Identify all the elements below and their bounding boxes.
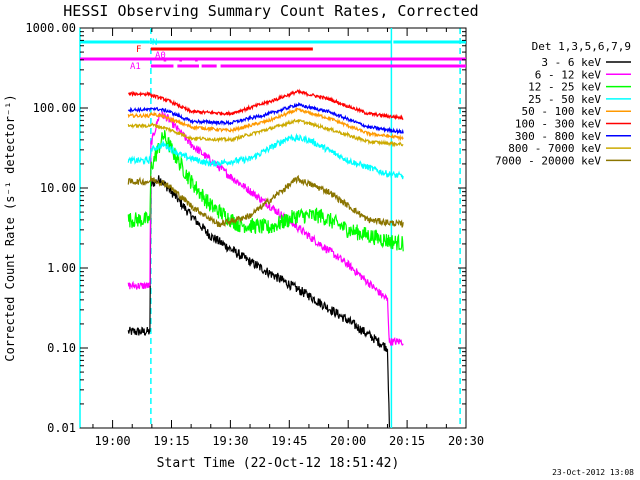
y-tick-label-1: 0.10 [47, 341, 76, 355]
series-line-6 [127, 101, 404, 136]
y-tick-label-4: 100.00 [33, 101, 76, 115]
x-axis-label: Start Time (22-Oct-12 18:51:42) [157, 456, 400, 471]
y-axis: 0.01 0.10 1.00 10.00 100.00 1000.00 [25, 21, 466, 435]
y-tick-label-2: 1.00 [47, 261, 76, 275]
legend-label-4: 50 - 100 keV [522, 105, 602, 118]
flag-label-0: N [152, 38, 157, 48]
y-tick-label-3: 10.00 [40, 181, 76, 195]
series-line-3 [127, 132, 404, 180]
series-line-4 [127, 106, 404, 142]
flag-label-4: A1 [130, 62, 141, 72]
series-line-0 [127, 175, 390, 428]
y-tick-label-0: 0.01 [47, 421, 76, 435]
legend-label-3: 25 - 50 keV [528, 93, 601, 106]
x-tick-label-4: 20:00 [330, 434, 366, 448]
legend-label-7: 800 - 7000 keV [508, 142, 601, 155]
series-line-2 [127, 130, 404, 252]
timestamp: 23-Oct-2012 13:08 [552, 468, 634, 477]
flag-label-1: F [136, 45, 141, 55]
x-tick-label-0: 19:00 [95, 434, 131, 448]
x-tick-label-1: 19:15 [153, 434, 189, 448]
x-tick-label-6: 20:30 [448, 434, 484, 448]
x-tick-label-5: 20:15 [389, 434, 425, 448]
flag-label-3: A0 [155, 51, 166, 61]
legend-label-6: 300 - 800 keV [515, 130, 601, 143]
x-tick-label-2: 19:30 [212, 434, 248, 448]
series-line-7 [127, 118, 404, 148]
legend-title: Det 1,3,5,6,7,9 [532, 40, 631, 53]
x-tick-label-3: 19:45 [271, 434, 307, 448]
data-series [127, 88, 404, 428]
legend-label-1: 6 - 12 keV [535, 68, 602, 81]
series-line-5 [128, 88, 404, 121]
legend-label-8: 7000 - 20000 keV [495, 154, 601, 167]
legend-label-5: 100 - 300 keV [515, 118, 601, 131]
chart-title: HESSI Observing Summary Count Rates, Cor… [63, 2, 478, 20]
x-axis: 19:00 19:15 19:30 19:45 20:00 20:15 20:30 [92, 28, 484, 448]
y-tick-label-5: 1000.00 [25, 21, 76, 35]
y-axis-label: Corrected Count Rate (s⁻¹ detector⁻¹) [3, 94, 17, 361]
series-line-8 [127, 174, 404, 228]
legend-label-0: 3 - 6 keV [541, 56, 601, 69]
legend-label-2: 12 - 25 keV [528, 81, 601, 94]
observing-flags: N F A0 A1 [80, 38, 466, 72]
